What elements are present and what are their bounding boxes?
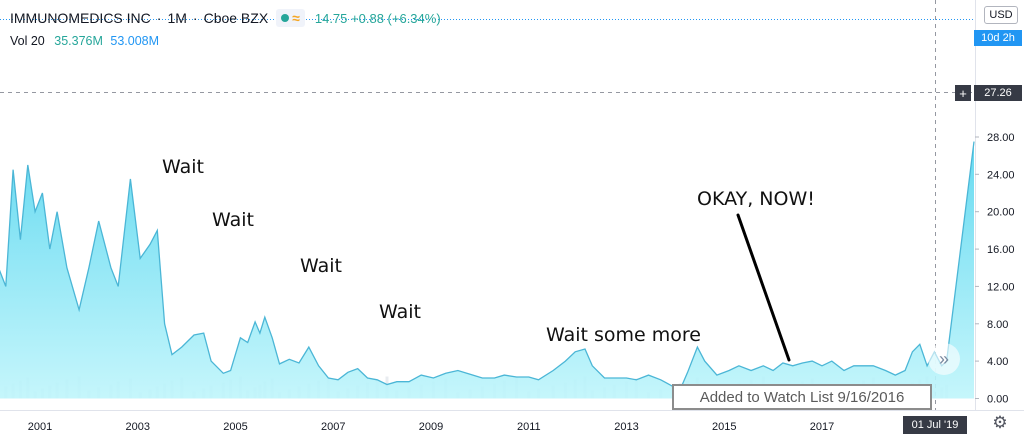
volume-label[interactable]: Vol 20 xyxy=(10,34,45,48)
x-tick-label: 2003 xyxy=(126,421,150,433)
annotation-wait-3: Wait xyxy=(300,255,342,277)
area-fill xyxy=(0,141,974,399)
gear-icon[interactable]: ⚙ xyxy=(992,413,1008,432)
current-time-label: 01 Jul '19 xyxy=(903,416,967,434)
volume-value: 35.376M xyxy=(54,34,103,48)
volume-ma-value: 53.008M xyxy=(110,34,160,48)
annotation-wait-4: Wait xyxy=(379,301,421,323)
y-tick-label: 8.00 xyxy=(987,319,1008,331)
exchange-label: Cboe BZX xyxy=(203,10,269,26)
bar-countdown: 10d 2h xyxy=(974,30,1022,46)
interval-label[interactable]: 1M xyxy=(167,10,187,26)
annotation-arrow-line xyxy=(736,213,791,362)
y-tick-label: 16.00 xyxy=(987,244,1015,256)
annotation-wait-1: Wait xyxy=(162,156,204,178)
price-scale[interactable] xyxy=(975,0,1024,439)
symbol-name[interactable]: IMMUNOMEDICS INC xyxy=(10,10,151,26)
x-tick-label: 2009 xyxy=(419,421,443,433)
y-tick-label: 0.00 xyxy=(987,394,1008,406)
y-tick-label: 12.00 xyxy=(987,281,1015,293)
crosshair-price-label: 27.26 xyxy=(974,85,1022,101)
symbol-legend: IMMUNOMEDICS INC · 1M · Cboe BZX ≈ 14.75… xyxy=(10,8,441,28)
annotation-wait-2: Wait xyxy=(212,209,254,231)
delayed-data-icon: ≈ xyxy=(292,10,300,26)
price-line xyxy=(0,141,975,391)
double-chevron-right-icon[interactable]: » xyxy=(928,343,960,375)
y-tick-label: 4.00 xyxy=(987,356,1008,368)
price-value: 14.75 xyxy=(314,10,348,26)
y-tick-label: 24.00 xyxy=(987,169,1015,181)
price-change: +0.88 (+6.34%) xyxy=(351,10,441,26)
last-price: 14.75 +0.88 (+6.34%) xyxy=(315,11,441,26)
watch-list-note: Added to Watch List 9/16/2016 xyxy=(672,384,932,410)
market-status-badge[interactable]: ≈ xyxy=(276,9,305,27)
annotation-okay-now: OKAY, NOW! xyxy=(697,188,815,210)
x-tick-label: 2015 xyxy=(712,421,736,433)
legend-separator: · xyxy=(192,10,198,26)
y-tick-label: 28.00 xyxy=(987,132,1015,144)
x-tick-label: 2001 xyxy=(28,421,52,433)
market-open-dot-icon xyxy=(281,14,290,22)
legend-separator: · xyxy=(156,10,162,26)
y-tick-label: 20.00 xyxy=(987,207,1015,219)
x-tick-label: 2017 xyxy=(810,421,834,433)
x-tick-label: 2013 xyxy=(614,421,638,433)
annotation-wait-more: Wait some more xyxy=(546,324,701,346)
volume-legend: Vol 20 35.376M 53.008M xyxy=(10,34,159,48)
x-tick-label: 2011 xyxy=(517,421,541,433)
currency-button[interactable]: USD xyxy=(984,6,1018,24)
x-tick-label: 2007 xyxy=(321,421,345,433)
x-tick-label: 2005 xyxy=(223,421,247,433)
plus-icon[interactable]: + xyxy=(955,85,971,101)
